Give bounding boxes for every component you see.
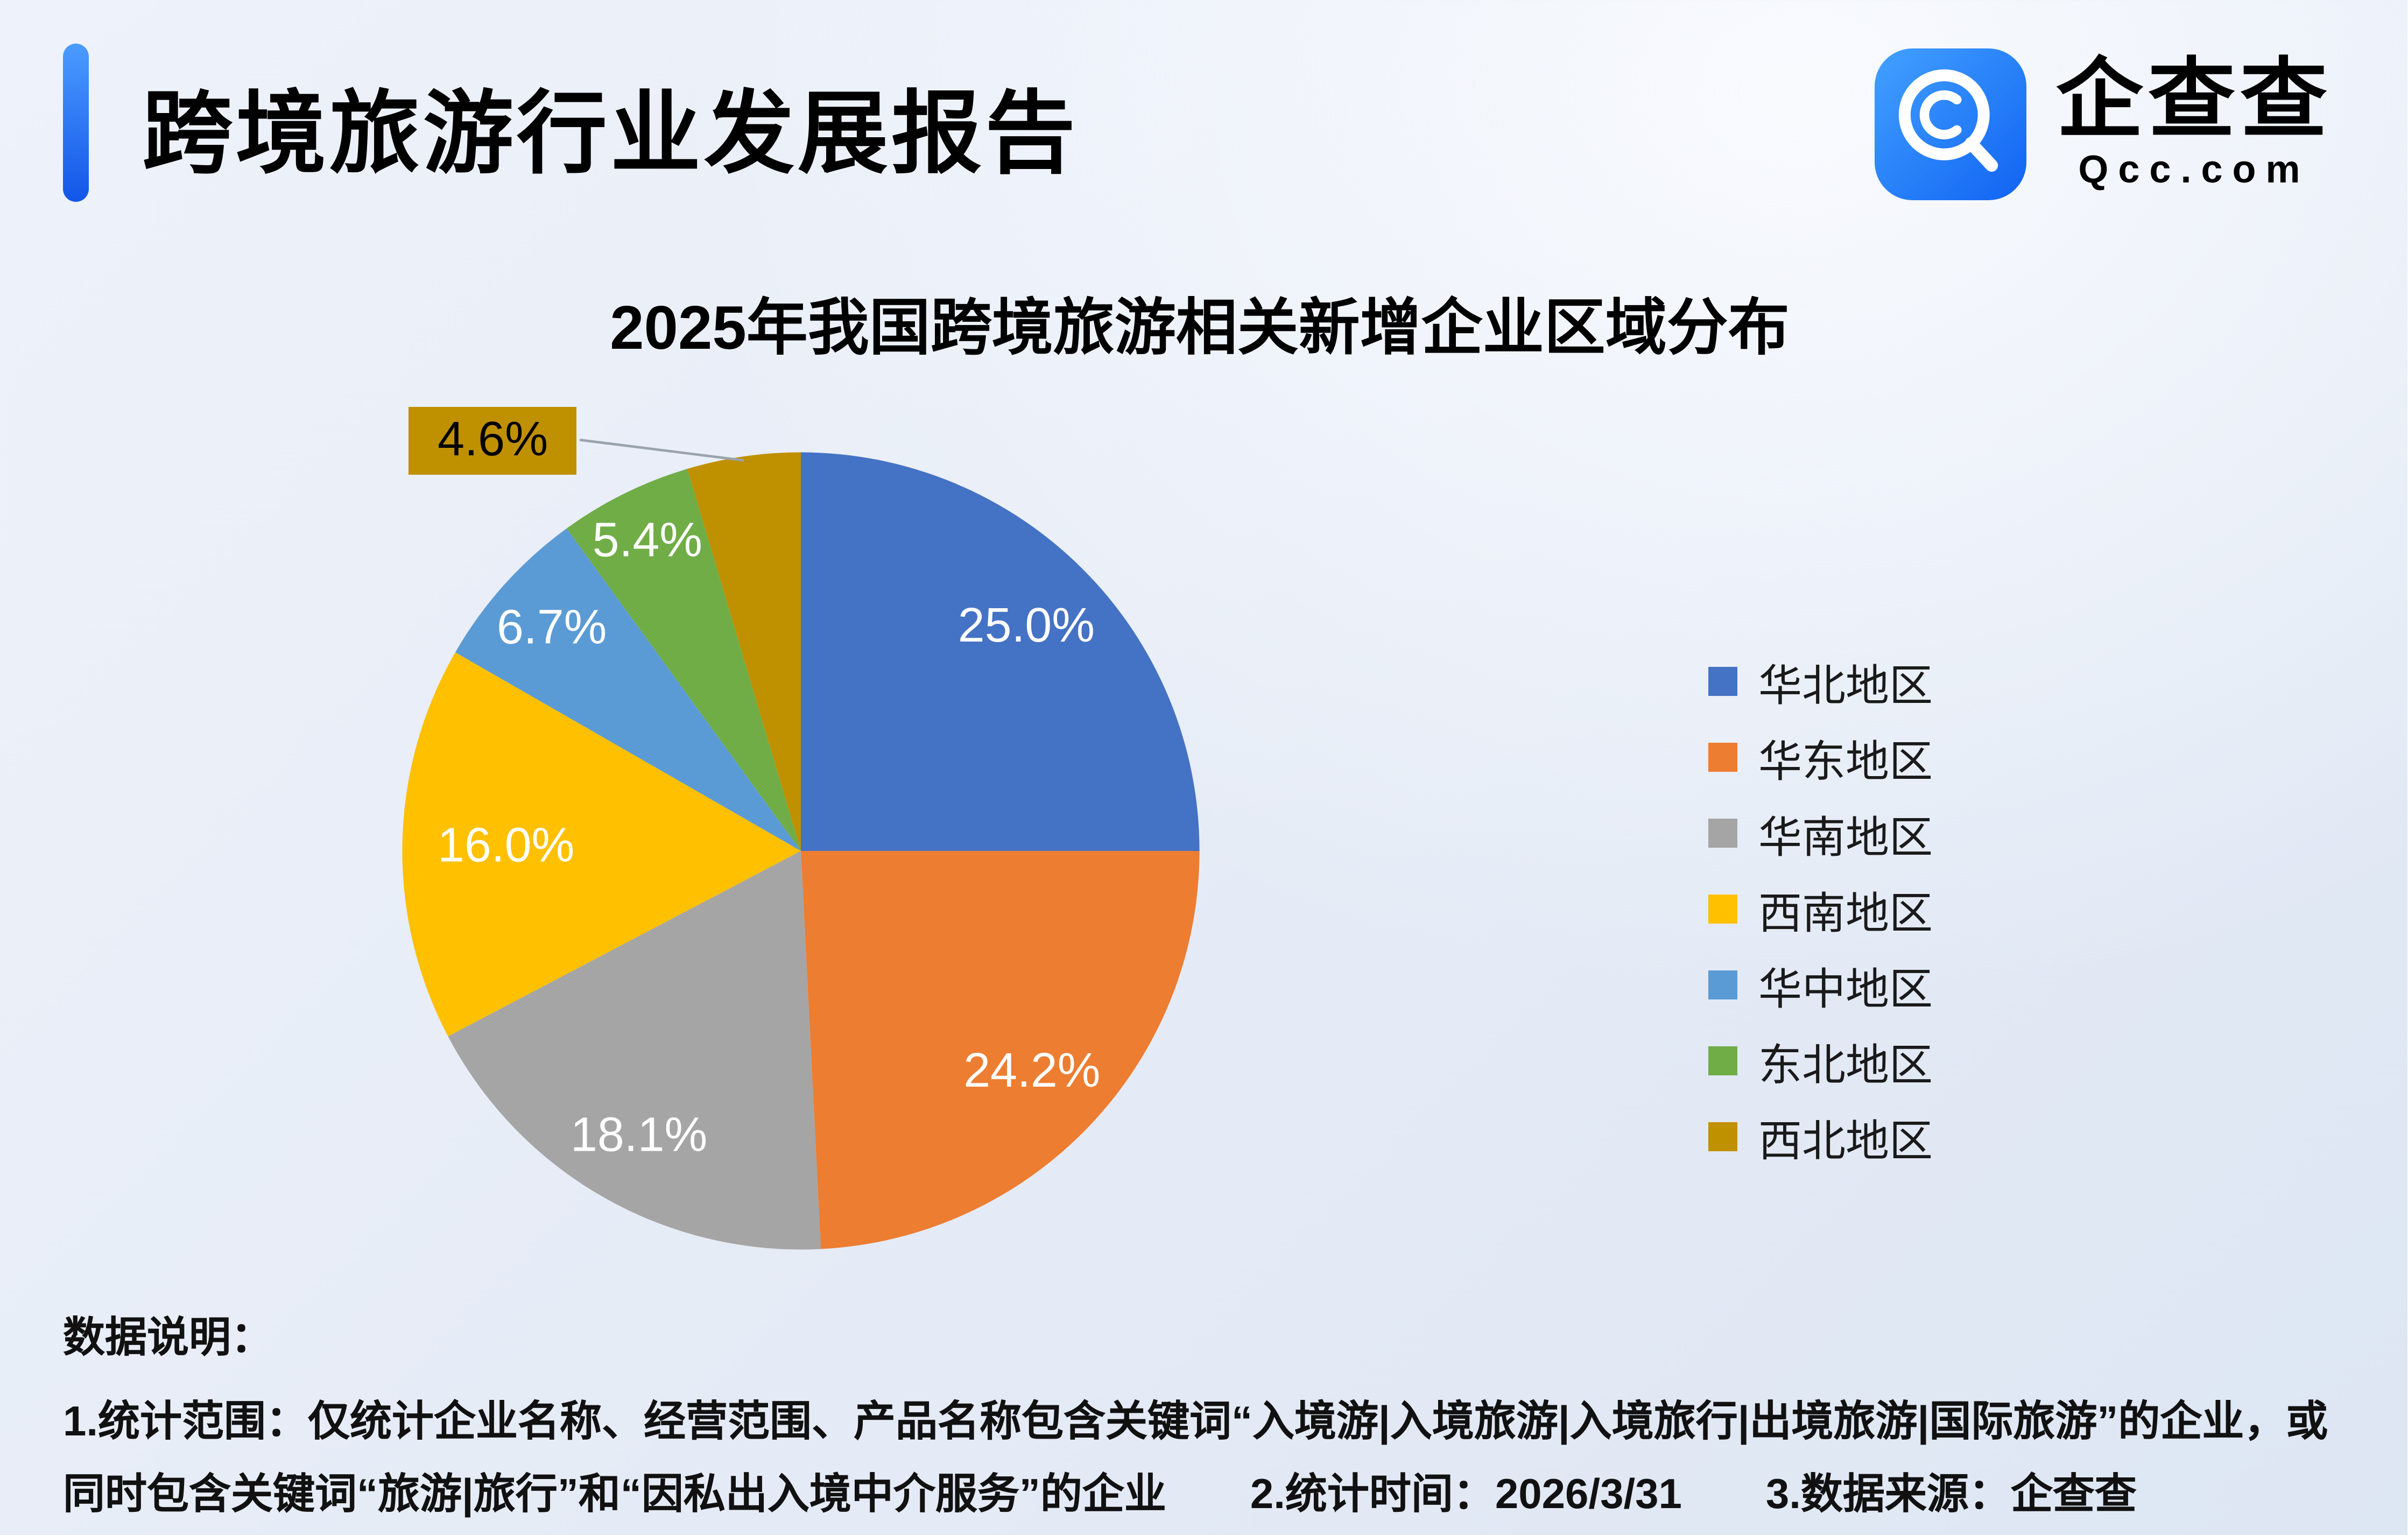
pie-slice-value: 18.1% bbox=[571, 1108, 707, 1161]
callout-leader-line bbox=[579, 438, 744, 462]
legend-swatch bbox=[1708, 819, 1737, 848]
brand-domain: Qcc.com bbox=[2078, 149, 2310, 193]
qcc-logo-text: 企查查 Qcc.com bbox=[2056, 54, 2332, 194]
pie-slice-0 bbox=[801, 452, 1200, 851]
pie-slice-value: 16.0% bbox=[438, 819, 574, 872]
title-accent-bar bbox=[63, 44, 89, 202]
pie-chart: 25.0% 24.2% 18.1% 16.0% 6.7% 5.4% bbox=[402, 438, 1200, 1250]
chart-title: 2025年我国跨境旅游相关新增企业区域分布 bbox=[610, 295, 1790, 363]
footnote-heading: 数据说明： bbox=[63, 1313, 273, 1361]
pie-slice-value: 24.2% bbox=[963, 1044, 1100, 1097]
legend-item: 华北地区 bbox=[1708, 659, 1933, 710]
pie-slice-4 bbox=[455, 528, 801, 851]
report-title: 跨境旅游行业发展报告 bbox=[142, 82, 1079, 184]
pie-slice-1 bbox=[801, 851, 1200, 1249]
legend-label: 西南地区 bbox=[1758, 889, 1933, 938]
legend-label: 华东地区 bbox=[1758, 737, 1933, 786]
legend-item: 华东地区 bbox=[1708, 735, 1933, 786]
legend-label: 东北地区 bbox=[1758, 1040, 1933, 1089]
callout-label-northwest: 4.6% bbox=[409, 407, 578, 475]
legend: 华北地区华东地区华南地区西南地区华中地区东北地区西北地区 bbox=[1708, 659, 1933, 1165]
legend-swatch bbox=[1708, 970, 1737, 999]
pie-slice-5 bbox=[566, 469, 801, 851]
legend-swatch bbox=[1708, 1122, 1737, 1151]
legend-item: 西南地区 bbox=[1708, 886, 1933, 938]
legend-swatch bbox=[1708, 895, 1737, 924]
legend-label: 华北地区 bbox=[1758, 661, 1933, 710]
brand-name: 企查查 bbox=[2055, 51, 2332, 148]
footnote-line-1: 1.统计范围：仅统计企业名称、经营范围、产品名称包含关键词“入境游|入境旅游|入… bbox=[63, 1397, 2328, 1445]
legend-swatch bbox=[1708, 667, 1737, 696]
legend-item: 华中地区 bbox=[1708, 962, 1933, 1013]
legend-swatch bbox=[1708, 1046, 1737, 1075]
pie-slice-value: 5.4% bbox=[593, 513, 702, 567]
pie-slice-3 bbox=[402, 652, 801, 1037]
legend-swatch bbox=[1708, 743, 1737, 772]
pie-slice-value: 25.0% bbox=[958, 598, 1095, 652]
legend-label: 西北地区 bbox=[1758, 1116, 1933, 1165]
qcc-logo-icon bbox=[1875, 48, 2027, 200]
pie-slice-6 bbox=[687, 452, 801, 851]
pie-slice-2 bbox=[448, 851, 821, 1250]
legend-label: 华中地区 bbox=[1758, 964, 1933, 1013]
qcc-logo: 企查查 Qcc.com bbox=[1875, 48, 2332, 200]
pie-slice-value: 6.7% bbox=[497, 600, 607, 654]
legend-item: 东北地区 bbox=[1708, 1038, 1933, 1089]
legend-item: 西北地区 bbox=[1708, 1114, 1933, 1165]
legend-item: 华南地区 bbox=[1708, 811, 1933, 862]
footnote-line-2: 同时包含关键词“旅游|旅行”和“因私出入境中介服务”的企业 2.统计时间：202… bbox=[63, 1469, 2137, 1518]
legend-label: 华南地区 bbox=[1758, 813, 1933, 862]
